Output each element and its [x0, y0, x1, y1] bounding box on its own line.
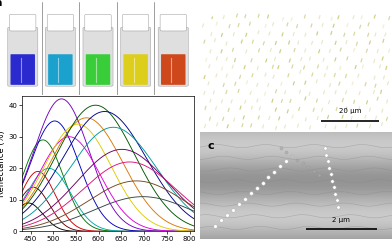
FancyBboxPatch shape	[83, 27, 113, 86]
Point	[294, 158, 300, 161]
Point	[278, 146, 284, 150]
FancyBboxPatch shape	[160, 14, 187, 31]
Point	[329, 179, 336, 183]
Point	[299, 161, 306, 165]
FancyBboxPatch shape	[11, 54, 35, 85]
FancyBboxPatch shape	[86, 54, 110, 85]
Text: 20 μm: 20 μm	[339, 108, 361, 114]
Point	[334, 198, 340, 202]
Point	[265, 175, 272, 179]
Point	[305, 165, 311, 169]
Point	[218, 219, 224, 222]
FancyBboxPatch shape	[9, 14, 36, 31]
Point	[335, 205, 341, 209]
Point	[212, 224, 218, 228]
Point	[289, 154, 295, 158]
Text: a: a	[0, 0, 2, 8]
FancyBboxPatch shape	[121, 27, 151, 86]
Point	[323, 153, 329, 157]
FancyBboxPatch shape	[161, 54, 185, 85]
Point	[328, 172, 334, 176]
Point	[289, 154, 295, 158]
FancyBboxPatch shape	[48, 54, 73, 85]
Point	[236, 202, 242, 206]
FancyBboxPatch shape	[8, 27, 38, 86]
Text: c: c	[208, 141, 214, 151]
FancyBboxPatch shape	[158, 27, 188, 86]
Point	[283, 159, 289, 163]
FancyBboxPatch shape	[85, 14, 111, 31]
Point	[310, 169, 317, 173]
FancyBboxPatch shape	[45, 27, 75, 86]
Point	[248, 192, 254, 195]
FancyBboxPatch shape	[47, 14, 74, 31]
Point	[330, 185, 337, 189]
Point	[326, 166, 332, 170]
Text: b: b	[208, 13, 216, 23]
Point	[260, 181, 266, 185]
Y-axis label: Reflectance (%): Reflectance (%)	[0, 130, 5, 197]
FancyBboxPatch shape	[122, 14, 149, 31]
Point	[277, 165, 283, 168]
Point	[321, 146, 328, 150]
Point	[332, 192, 338, 196]
Point	[271, 170, 278, 174]
Point	[242, 197, 248, 201]
Point	[325, 159, 331, 163]
Point	[254, 186, 260, 190]
Point	[316, 173, 322, 177]
Point	[283, 150, 289, 154]
Text: 2 μm: 2 μm	[332, 217, 350, 223]
Point	[224, 213, 230, 217]
Point	[230, 208, 236, 212]
FancyBboxPatch shape	[123, 54, 148, 85]
